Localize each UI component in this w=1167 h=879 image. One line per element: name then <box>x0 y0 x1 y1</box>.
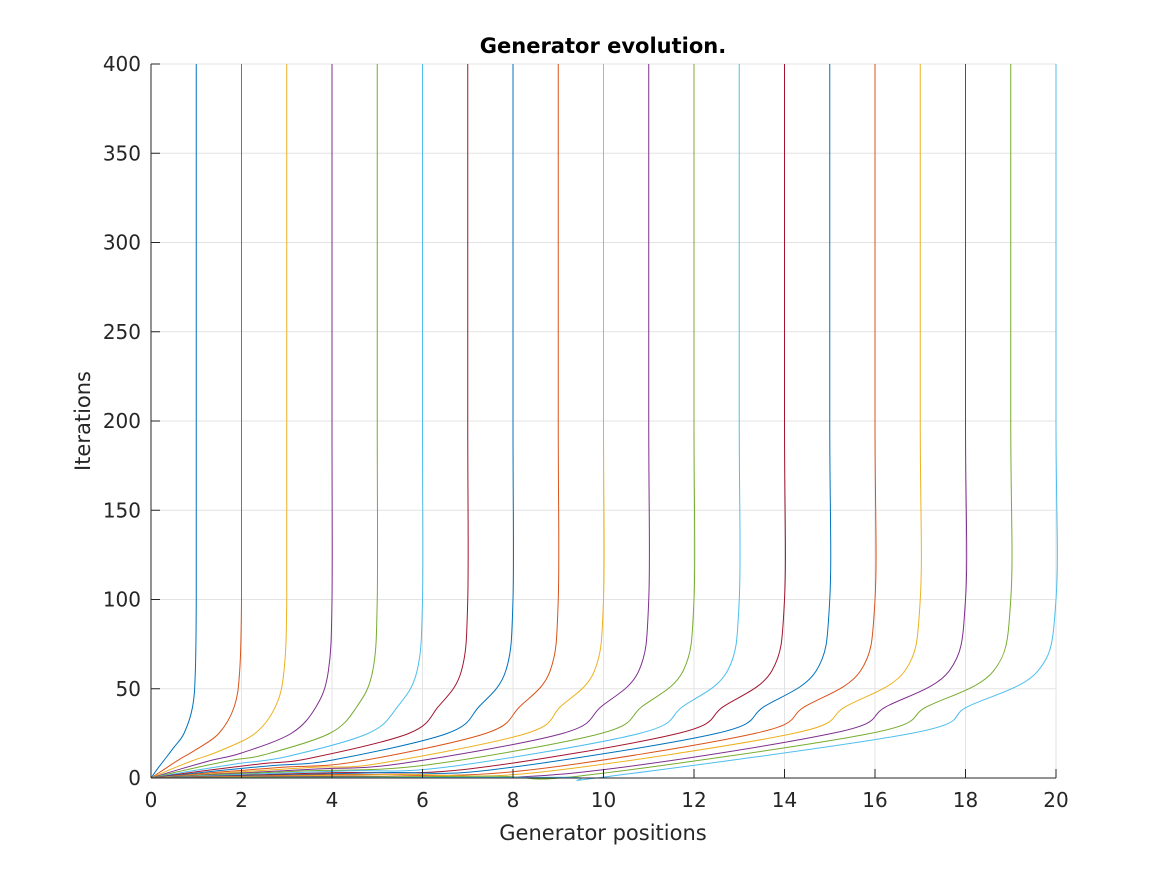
x-axis-label: Generator positions <box>499 821 706 845</box>
series-line-9 <box>150 64 560 779</box>
series-line-6 <box>150 64 424 779</box>
y-tick-label: 250 <box>103 320 141 344</box>
series-line-14 <box>150 64 786 779</box>
x-tick-label: 0 <box>145 788 158 812</box>
x-tick-label: 8 <box>507 788 520 812</box>
series-line-3 <box>150 63 288 779</box>
series-line-7 <box>150 64 469 779</box>
series-line-13 <box>150 64 741 779</box>
y-axis-label: Iterations <box>71 371 95 471</box>
series-line-2 <box>150 64 243 779</box>
series-line-1 <box>150 64 197 779</box>
x-tick-label: 10 <box>591 788 616 812</box>
y-tick-label: 350 <box>103 141 141 165</box>
y-tick-label: 50 <box>116 677 141 701</box>
series-line-19 <box>150 64 1013 780</box>
x-tick-label: 14 <box>772 788 797 812</box>
y-tick-label: 150 <box>103 498 141 522</box>
series-lines <box>150 63 1058 781</box>
chart-title: Generator evolution. <box>480 34 726 58</box>
series-line-5 <box>150 64 379 779</box>
y-tick-label: 200 <box>103 409 141 433</box>
series-line-8 <box>150 64 515 779</box>
y-tick-label: 400 <box>103 52 141 76</box>
series-line-15 <box>150 64 832 779</box>
series-line-18 <box>150 64 968 779</box>
x-tick-label: 4 <box>326 788 339 812</box>
x-tick-label: 6 <box>416 788 429 812</box>
series-line-17 <box>150 64 922 779</box>
y-tick-label: 0 <box>128 766 141 790</box>
x-tick-label: 20 <box>1043 788 1068 812</box>
axes: 0 2 4 6 8 10 12 14 16 18 2005010015020025030035040… <box>103 52 1069 812</box>
x-tick-label: 2 <box>235 788 248 812</box>
x-tick-label: 18 <box>953 788 978 812</box>
x-tick-label: 16 <box>862 788 887 812</box>
series-line-4 <box>150 64 333 779</box>
series-line-10 <box>150 64 605 779</box>
y-tick-label: 300 <box>103 231 141 255</box>
series-line-16 <box>150 64 877 779</box>
series-line-11 <box>150 64 650 779</box>
y-tick-label: 100 <box>103 588 141 612</box>
x-tick-label: 12 <box>681 788 706 812</box>
series-line-12 <box>150 64 696 779</box>
